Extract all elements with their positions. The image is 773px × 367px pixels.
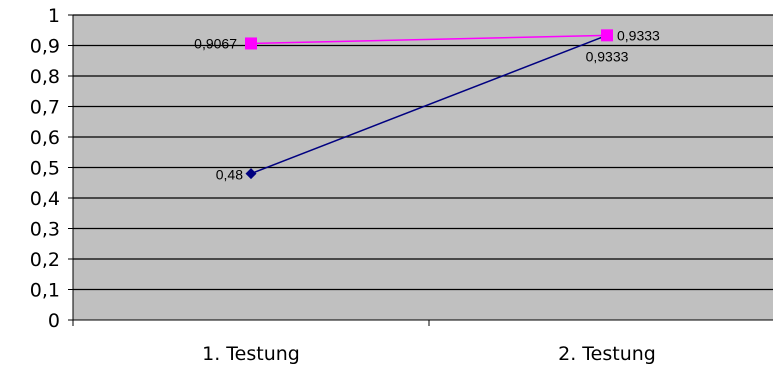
data-point — [245, 37, 257, 50]
data-labels-group: 0,48 0,9333 0,9067 0,9333 — [194, 27, 660, 182]
x-tick-label: 2. Testung — [558, 343, 656, 365]
y-tick-label: 0,2 — [30, 249, 60, 271]
series-line — [250, 34, 608, 45]
data-point — [601, 29, 613, 42]
y-tick-labels: 0 0,1 0,2 0,3 0,4 0,5 0,6 0,7 0,8 0,9 1 — [30, 5, 60, 332]
y-tick-label: 0,5 — [30, 158, 60, 180]
y-tick-label: 0,7 — [30, 97, 60, 119]
data-label: 0,9333 — [586, 48, 629, 64]
y-tick-label: 0,3 — [30, 219, 60, 241]
data-label: 0,9067 — [194, 35, 237, 51]
data-point — [245, 168, 257, 180]
series-line — [250, 34, 608, 175]
gridlines — [73, 14, 773, 291]
y-tick-label: 0,1 — [30, 280, 60, 302]
y-tick-label: 0 — [48, 310, 60, 332]
y-tick-label: 0,8 — [30, 66, 60, 88]
y-tick-label: 0,9 — [30, 36, 60, 58]
y-tick-label: 0,6 — [30, 127, 60, 149]
data-label: 0,48 — [216, 167, 243, 183]
data-label: 0,9333 — [617, 27, 660, 43]
series-group — [245, 29, 613, 180]
axes — [68, 14, 773, 326]
x-tick-label: 1. Testung — [202, 343, 300, 365]
y-tick-label: 1 — [48, 5, 60, 27]
x-tick-labels: 1. Testung 2. Testung — [202, 343, 656, 365]
y-tick-label: 0,4 — [30, 188, 60, 210]
